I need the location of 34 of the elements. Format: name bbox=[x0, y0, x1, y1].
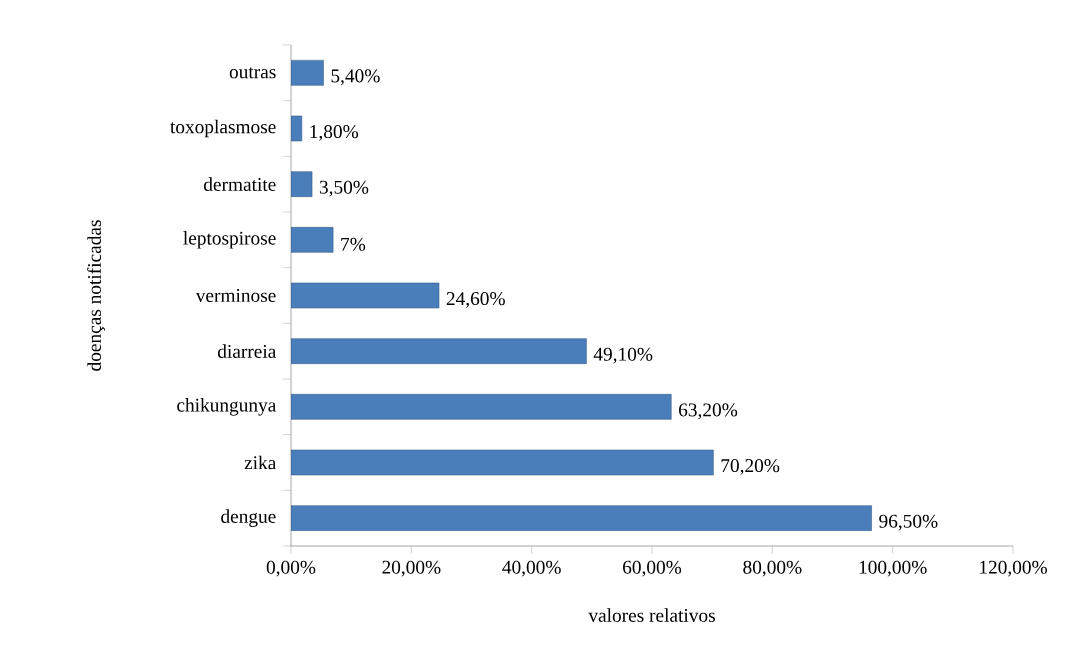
bar bbox=[291, 394, 672, 420]
y-tick-label: dengue bbox=[221, 509, 276, 527]
y-tick-label: verminose bbox=[195, 289, 276, 302]
data-label: 96,50% bbox=[879, 514, 938, 531]
x-tick-label: 40,00% bbox=[502, 560, 561, 577]
y-tick-label: zika bbox=[244, 455, 277, 470]
bar bbox=[291, 449, 714, 476]
data-label: 3,50% bbox=[319, 180, 369, 197]
data-label: 7% bbox=[341, 237, 366, 251]
x-tick-label: 60,00% bbox=[623, 560, 682, 577]
y-tick-label: outras bbox=[229, 67, 276, 79]
data-label: 70,20% bbox=[721, 459, 780, 475]
data-label: 5,40% bbox=[331, 69, 380, 86]
y-tick-label: chikungunya bbox=[177, 398, 277, 416]
x-axis-title: valores relativos bbox=[588, 608, 715, 622]
x-tick-label: 20,00% bbox=[382, 560, 441, 577]
y-tick-label: toxoplasmose bbox=[170, 119, 276, 138]
data-label: 49,10% bbox=[593, 347, 653, 364]
x-tick-label: 80,00% bbox=[743, 560, 802, 577]
data-label: 63,20% bbox=[679, 403, 738, 420]
x-tick-label: 120,00% bbox=[980, 560, 1047, 577]
bar bbox=[291, 60, 324, 86]
y-tick-label: dermatite bbox=[203, 177, 276, 191]
bar bbox=[291, 227, 334, 253]
y-tick-label: diarreia bbox=[217, 344, 277, 358]
bar bbox=[291, 505, 872, 531]
y-axis-title: doenças notificadas bbox=[87, 220, 105, 371]
bar bbox=[291, 282, 440, 309]
data-label: 24,60% bbox=[446, 292, 505, 308]
bar bbox=[291, 338, 587, 364]
x-tick-label: 100,00% bbox=[859, 560, 927, 577]
x-tick-label: 0,00% bbox=[266, 560, 316, 577]
data-label: 1,80% bbox=[310, 125, 359, 141]
y-tick-label: leptospirose bbox=[183, 231, 276, 249]
